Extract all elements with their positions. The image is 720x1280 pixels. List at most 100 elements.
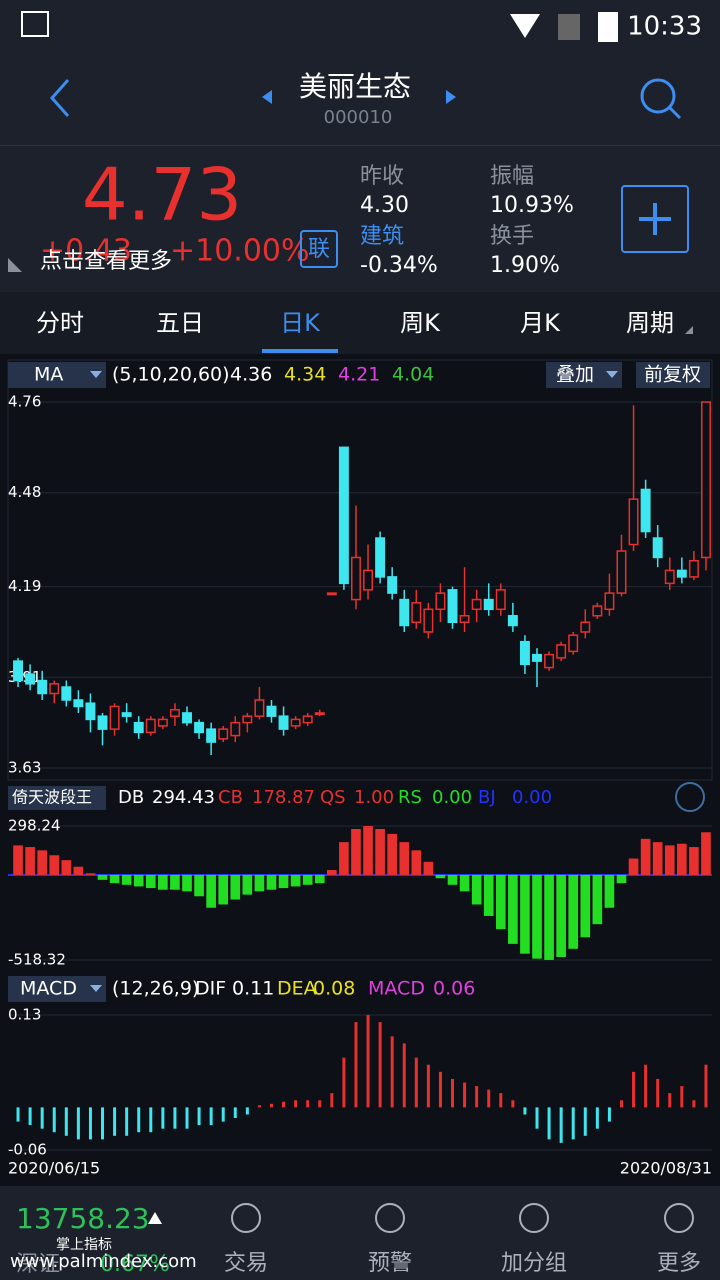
stat-label: 昨收 (360, 164, 404, 189)
histogram-bar (339, 842, 349, 875)
indicator-box[interactable] (8, 786, 106, 810)
more-link[interactable]: 点击查看更多 (40, 249, 172, 274)
price: 4.73 (82, 153, 242, 237)
link-label: 联 (308, 237, 330, 262)
histogram-bar (351, 828, 361, 875)
adjust-button[interactable] (636, 362, 710, 388)
histogram-bar (544, 874, 554, 960)
macd-label: DEA (277, 978, 317, 1000)
candle-body (507, 615, 518, 627)
indicator-label: DB (118, 787, 144, 808)
histogram-bar (101, 1107, 105, 1140)
histogram-bar (354, 1022, 358, 1108)
ma-box[interactable] (8, 362, 106, 388)
ma-params: (5,10,20,60) (112, 364, 230, 386)
clock: 10:33 (627, 12, 702, 42)
ma-arrow (90, 371, 102, 378)
expand-icon[interactable] (675, 782, 705, 812)
watermark: www.palmindex.com (10, 1251, 197, 1272)
candle-body (25, 673, 36, 685)
histogram-bar (423, 861, 434, 875)
histogram-bar (137, 1107, 141, 1133)
candle-body (218, 728, 229, 740)
nav-item[interactable]: 更多 (657, 1251, 701, 1276)
macd-arrow (90, 985, 102, 992)
footer-bg (0, 1186, 720, 1280)
candle-body (242, 715, 253, 724)
histogram-bar (656, 1078, 660, 1108)
candle-body (145, 718, 156, 734)
histogram-bar (314, 874, 325, 884)
indicator-value: 1.00 (354, 787, 394, 808)
histogram-bar (495, 874, 506, 930)
histogram-bar (463, 1082, 467, 1108)
back-button[interactable] (49, 79, 70, 117)
tab[interactable]: 五日 (156, 309, 204, 337)
macd-box[interactable] (8, 976, 106, 1002)
tab[interactable]: 周K (400, 309, 441, 337)
overlay-button[interactable] (546, 362, 622, 388)
candle-body (254, 699, 265, 717)
histogram-bar (559, 1107, 563, 1143)
candle-body (326, 592, 337, 596)
histogram-bar (221, 1107, 225, 1122)
candle-body (616, 550, 627, 594)
indicator-value: 178.87 (252, 787, 315, 808)
histogram-bar (40, 1107, 44, 1129)
histogram-bar (523, 1107, 527, 1115)
histogram-bar (580, 874, 591, 938)
watermark-sub: 掌上指标 (56, 1237, 112, 1253)
histogram-bar (218, 874, 229, 905)
plus-icon (639, 203, 671, 235)
index-value: 13758.23 (16, 1202, 150, 1235)
tab[interactable]: 月K (520, 309, 561, 337)
histogram-bar (556, 874, 566, 957)
stat-value: 4.30 (360, 193, 409, 218)
histogram-bar (390, 1036, 394, 1108)
indicator-value: 0.00 (512, 787, 552, 808)
tab[interactable]: 周期 (626, 309, 674, 337)
nav-item[interactable]: 预警 (368, 1251, 412, 1276)
histogram-bar (318, 1100, 322, 1108)
next-stock[interactable] (446, 90, 456, 104)
candle-body (169, 708, 180, 717)
histogram-bar (508, 874, 518, 944)
candle-body (664, 569, 675, 585)
link-box[interactable] (300, 230, 338, 268)
histogram-bar (511, 1100, 515, 1108)
indicator-value: 0.00 (432, 787, 472, 808)
nav-item[interactable]: 加分组 (501, 1251, 567, 1276)
histogram-bar (375, 828, 385, 875)
macd-value: 0.11 (232, 978, 274, 1000)
histogram-bar (366, 1015, 370, 1108)
macd-params: (12,26,9) (112, 978, 199, 1000)
tab[interactable]: 日K (280, 309, 321, 337)
y-tick-label: 4.19 (8, 577, 41, 595)
histogram-bar (414, 1057, 418, 1108)
candle-body (157, 718, 168, 727)
y-tick-label: -518.32 (8, 951, 66, 969)
histogram-bar (185, 1107, 189, 1129)
add-button[interactable] (621, 185, 689, 253)
histogram-bar (161, 1107, 165, 1129)
histogram-bar (483, 874, 494, 916)
ma-name: MA (34, 364, 63, 386)
histogram-bar (209, 1107, 213, 1126)
histogram-bar (387, 833, 397, 875)
change: +0.43 (40, 234, 132, 269)
tab[interactable]: 分时 (36, 309, 84, 337)
histogram-bar (88, 1107, 92, 1140)
histogram-bar (330, 1093, 334, 1108)
search-button[interactable] (640, 78, 682, 120)
prev-stock[interactable] (262, 90, 272, 104)
nav-item[interactable]: 交易 (224, 1251, 268, 1276)
divider (0, 145, 720, 146)
histogram-bar (76, 1107, 80, 1140)
candle-body (73, 699, 84, 708)
candle-body (592, 605, 603, 617)
candle-body (532, 653, 542, 662)
histogram-bar (170, 874, 180, 890)
histogram-bar (438, 1071, 442, 1108)
histogram-bar (475, 1086, 479, 1108)
search-icon (640, 78, 676, 114)
